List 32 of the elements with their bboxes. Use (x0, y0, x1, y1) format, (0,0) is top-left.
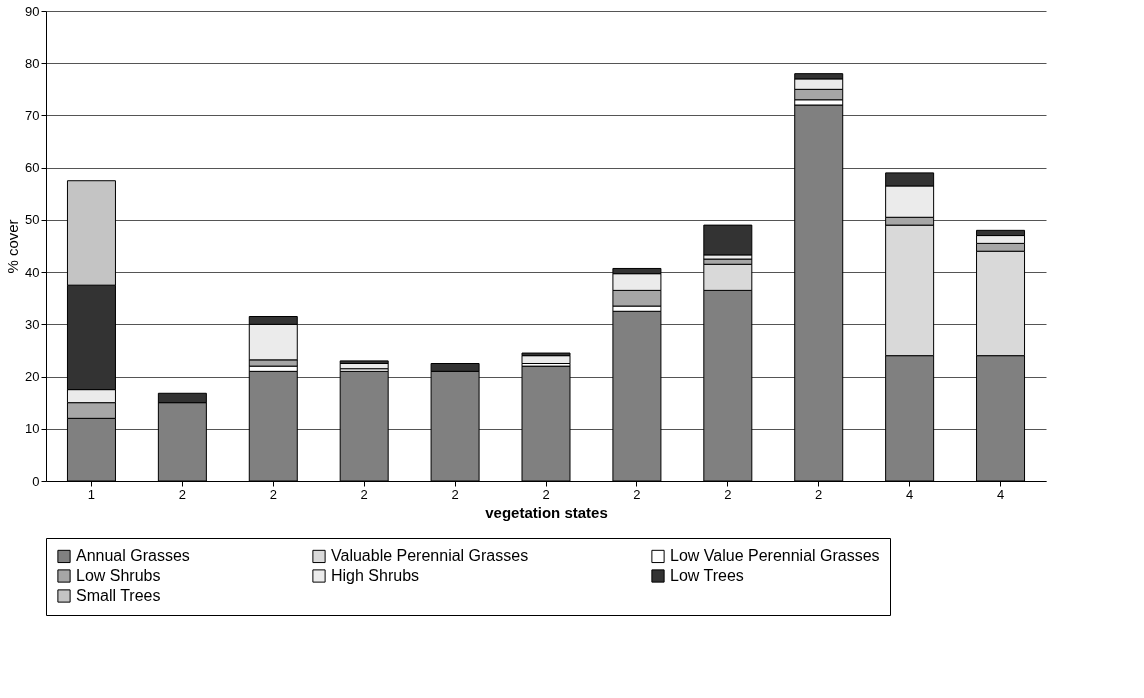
y-tick-label: 80 (25, 55, 40, 71)
x-tick-label: 2 (178, 486, 186, 502)
y-tick-label: 10 (25, 421, 40, 437)
x-tick-label: 2 (815, 486, 823, 502)
legend-label: High Shrubs (331, 567, 420, 584)
x-tick-label: 2 (451, 486, 459, 502)
y-tick-label: 20 (25, 369, 40, 385)
bar (703, 224, 753, 256)
y-tick-label: 50 (25, 212, 40, 228)
x-axis-title: vegetation states (485, 503, 608, 521)
x-tick-label: 4 (996, 486, 1005, 502)
y-tick-label: 70 (25, 107, 40, 123)
y-tick-label: 60 (25, 160, 40, 176)
legend-label: Low Shrubs (76, 567, 161, 584)
legend-label: Annual Grasses (76, 547, 190, 565)
x-tick-label: 2 (360, 486, 368, 502)
x-tick-label: 4 (906, 486, 914, 502)
legend-label: Valuable Perennial Grasses (331, 547, 529, 565)
bar (521, 355, 571, 364)
y-tick-label: 40 (25, 264, 40, 280)
legend-label: Low Value Perennial Grasses (670, 547, 880, 565)
legend-label: Small Trees (76, 587, 161, 604)
y-axis-title: % cover (4, 219, 22, 274)
y-tick-label: 0 (32, 473, 40, 489)
y-tick-label: 90 (25, 3, 40, 19)
y-tick-label: 30 (25, 316, 40, 332)
x-tick-label: 1 (87, 486, 96, 502)
x-tick-label: 2 (269, 486, 277, 502)
legend-label: Low Trees (670, 567, 744, 584)
x-tick-label: 2 (724, 486, 732, 502)
x-tick-label: 2 (633, 486, 641, 502)
x-tick-label: 2 (542, 486, 550, 502)
